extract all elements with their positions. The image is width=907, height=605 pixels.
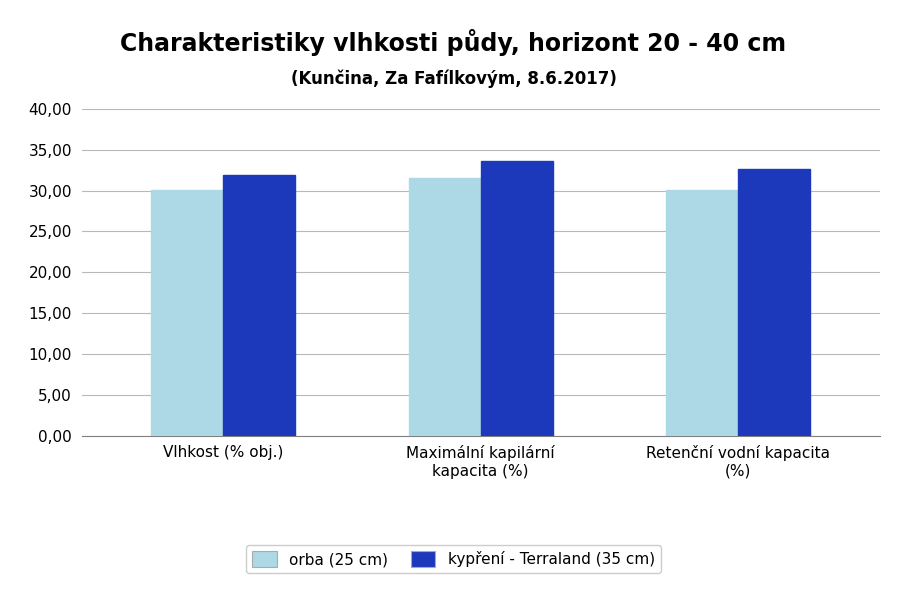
Legend: orba (25 cm), kypření - Terraland (35 cm): orba (25 cm), kypření - Terraland (35 cm… — [246, 545, 661, 573]
Bar — [738, 169, 810, 436]
Bar — [481, 161, 552, 436]
Bar — [409, 177, 481, 436]
Bar — [151, 190, 223, 436]
Bar — [223, 175, 296, 436]
Bar — [666, 190, 738, 436]
Text: Charakteristiky vlhkosti půdy, horizont 20 - 40 cm: Charakteristiky vlhkosti půdy, horizont … — [121, 29, 786, 56]
Text: (Kunčina, Za Fafílkovým, 8.6.2017): (Kunčina, Za Fafílkovým, 8.6.2017) — [290, 70, 617, 88]
